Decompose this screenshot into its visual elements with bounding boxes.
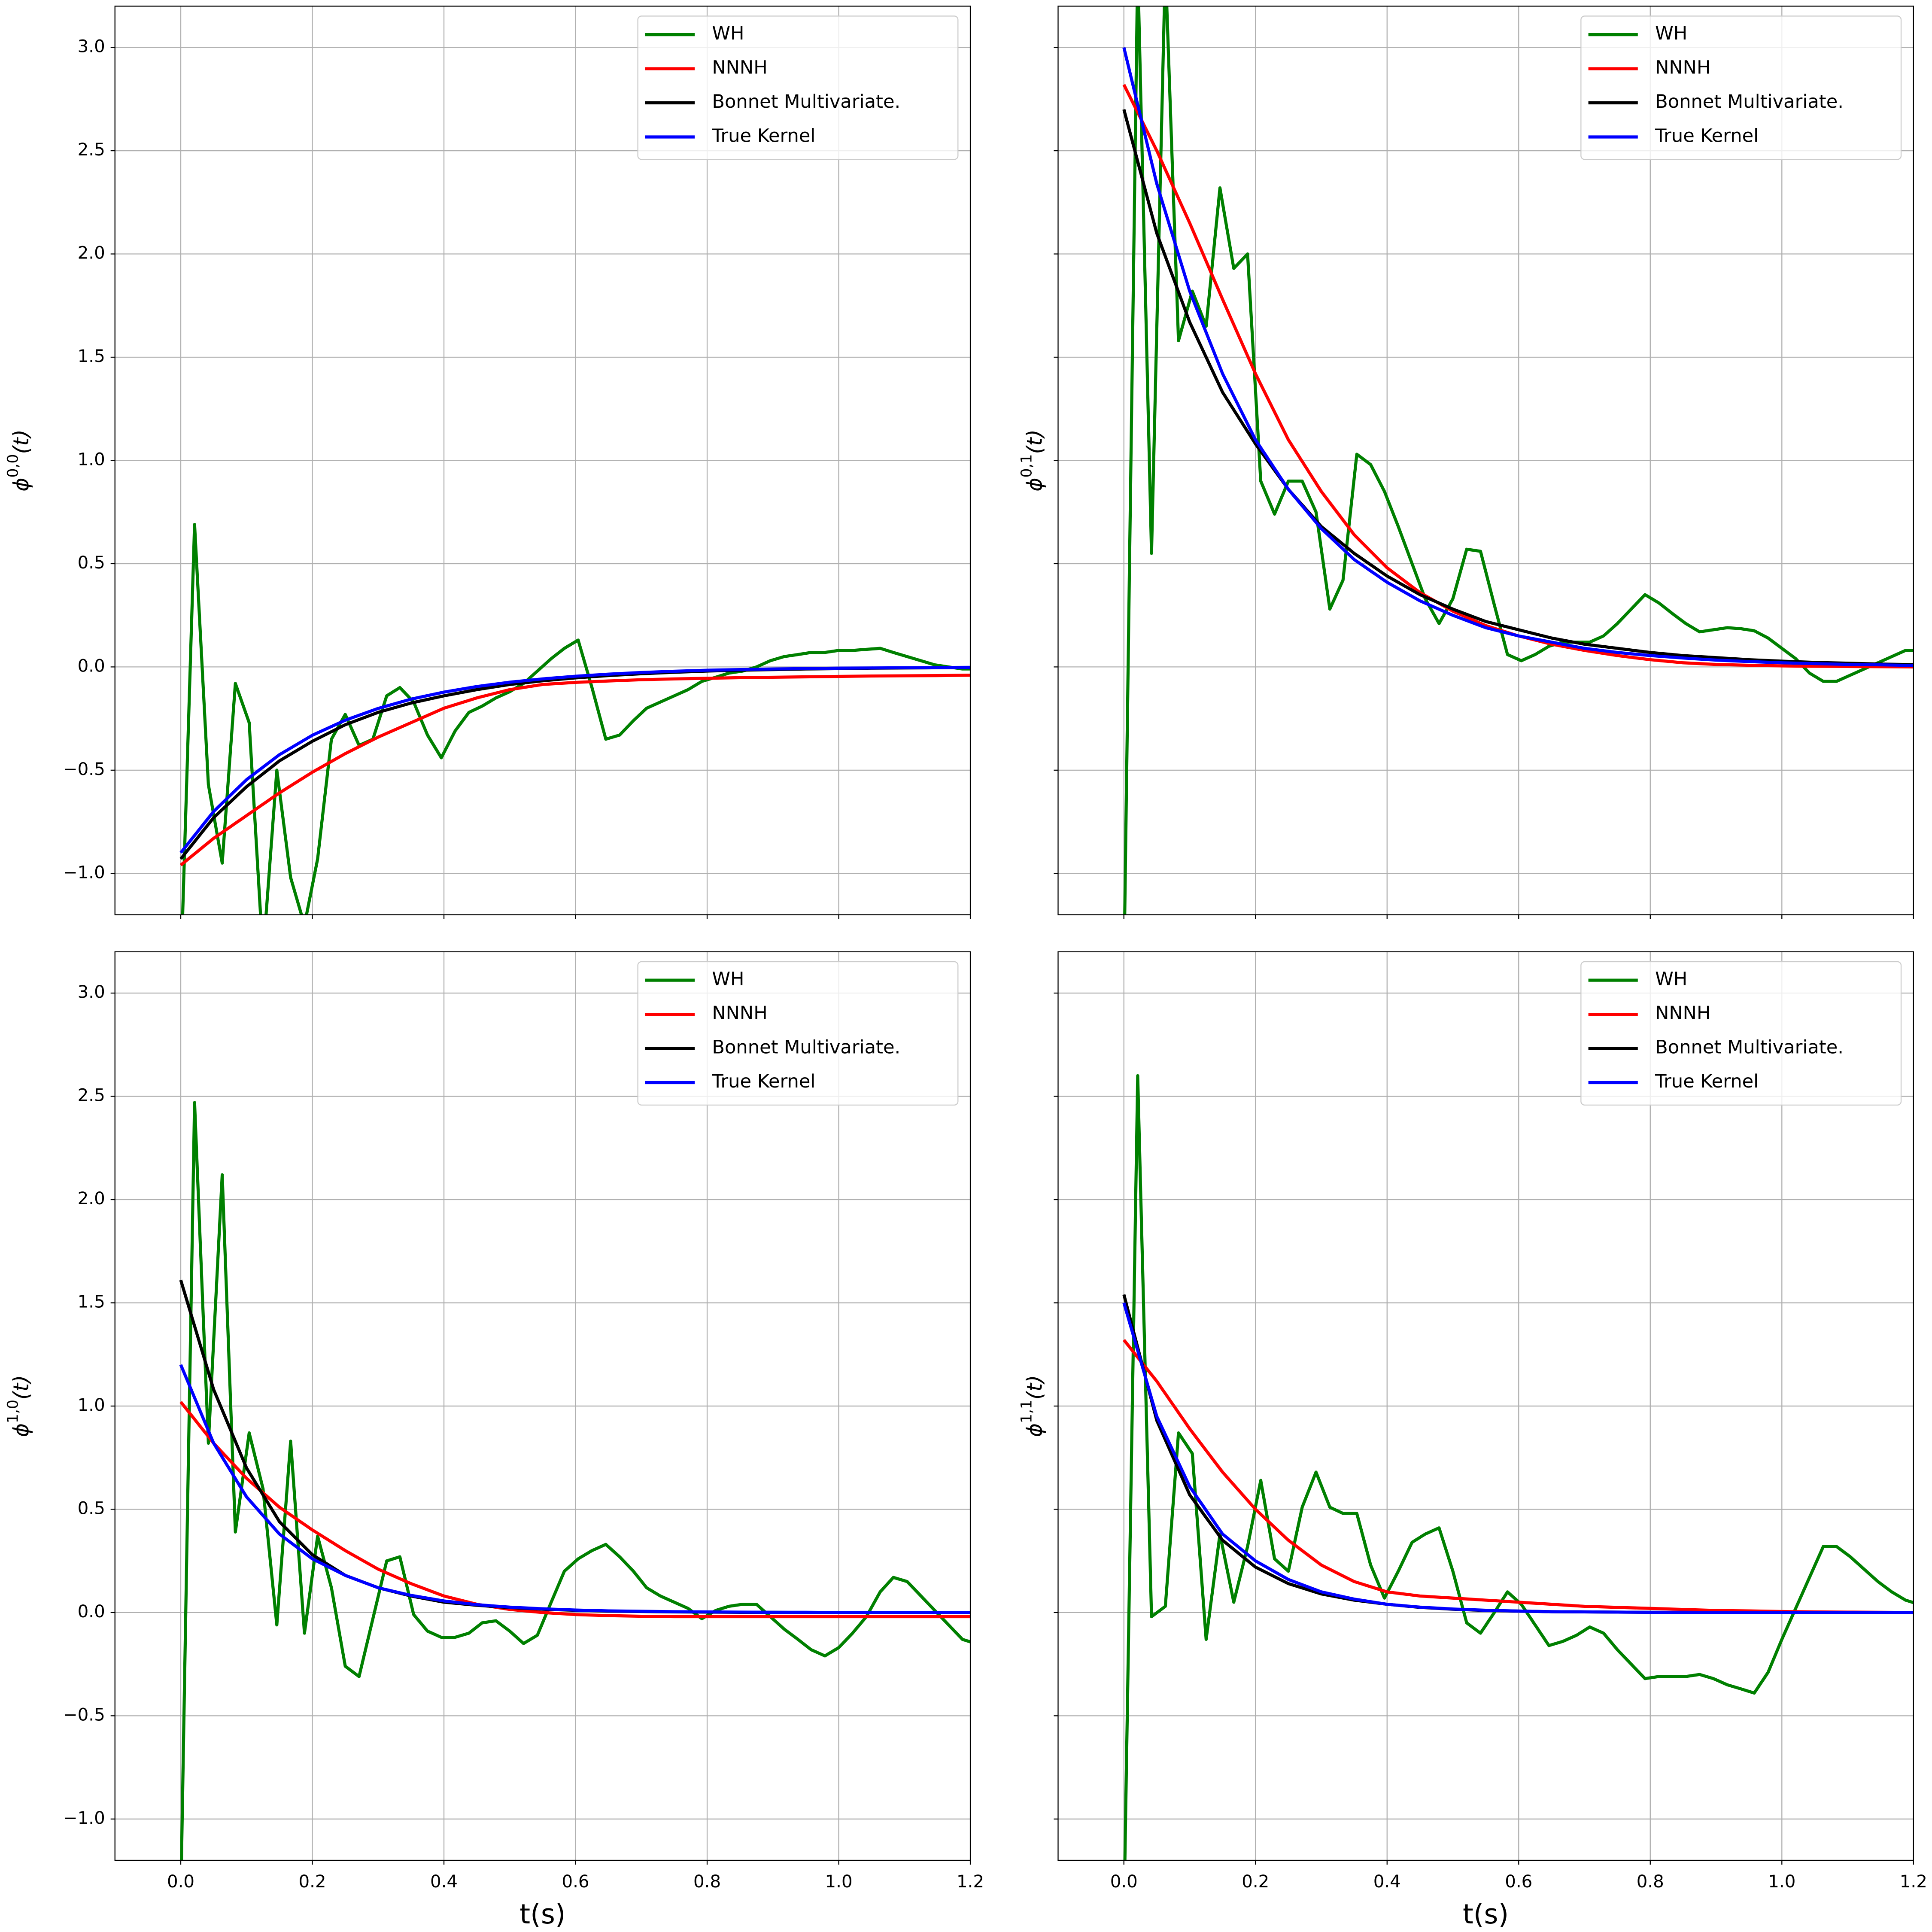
x-tick-label: 1.2	[957, 1871, 984, 1892]
series-line	[179, 1401, 971, 1619]
x-axis-label: t(s)	[519, 1898, 565, 1930]
panel: 0.0 0.2 0.4 0.6 0.8 1.0 1.2 ϕ1,1(t) t(s) WH NNNH Bo…	[1018, 951, 1927, 1930]
y-tick-label: −0.5	[63, 1704, 105, 1725]
y-label-superscript: 1,1	[1018, 1400, 1035, 1423]
legend-label: True Kernel	[1655, 125, 1759, 147]
y-label-superscript: 0,0	[4, 454, 21, 478]
x-tick-label: 1.0	[1768, 1871, 1795, 1892]
x-tick-label: 0.0	[1110, 1871, 1138, 1892]
y-tick-label: −1.0	[63, 862, 105, 882]
x-tick-label: 1.2	[1900, 1871, 1927, 1892]
legend-label: Bonnet Multivariate.	[712, 91, 900, 112]
series-line	[1123, 1074, 1914, 1861]
y-tick-label: 0.5	[78, 553, 105, 573]
y-label-argument: (t)	[9, 429, 33, 454]
y-label-symbol: ϕ	[1022, 1423, 1047, 1437]
legend-label: WH	[1655, 23, 1687, 44]
axes-frame	[1057, 6, 1914, 915]
y-tick-label: 3.0	[78, 982, 105, 1002]
axes-frame	[1057, 951, 1914, 1861]
x-tick-label: 0.4	[1373, 1871, 1401, 1892]
y-tick-label: 2.5	[78, 1085, 105, 1106]
legend-label: NNNH	[1655, 1002, 1710, 1024]
series-line	[1122, 47, 1914, 667]
series-line	[180, 1101, 971, 1861]
y-axis-label: ϕ0,1(t)	[1018, 429, 1047, 492]
axes-frame	[114, 951, 971, 1861]
x-tick-label: 0.0	[167, 1871, 194, 1892]
legend-label: Bonnet Multivariate.	[1655, 1037, 1844, 1058]
legend-label: WH	[712, 23, 744, 44]
legend-box	[637, 15, 959, 160]
y-label-superscript: 0,1	[1018, 454, 1035, 478]
y-tick-label: 2.0	[78, 1188, 105, 1209]
y-tick-label: −1.0	[63, 1808, 105, 1828]
legend-label: True Kernel	[711, 125, 815, 147]
legend-box	[1580, 15, 1902, 160]
x-tick-label: 0.6	[1505, 1871, 1532, 1892]
legend-label: NNNH	[712, 1002, 767, 1024]
x-tick-label: 0.2	[1242, 1871, 1269, 1892]
panel: ϕ0,1(t) WH NNNH Bonnet Multivariate. True Ke…	[1018, 6, 1914, 919]
plot-area	[1122, 6, 1914, 915]
legend-label: True Kernel	[1655, 1071, 1759, 1092]
series-line	[181, 522, 971, 915]
legend-label: Bonnet Multivariate.	[712, 1037, 900, 1058]
x-axis-label: t(s)	[1463, 1898, 1509, 1930]
y-tick-label: 1.5	[78, 346, 105, 366]
series-line	[179, 1364, 971, 1614]
y-tick-label: 1.0	[78, 1395, 105, 1415]
x-tick-label: 1.0	[825, 1871, 853, 1892]
series-line	[1123, 6, 1914, 915]
y-tick-label: 0.5	[78, 1498, 105, 1518]
series-line	[179, 674, 971, 866]
legend-label: WH	[712, 969, 744, 990]
series-line	[1122, 1302, 1914, 1614]
x-tick-label: 0.8	[1637, 1871, 1664, 1892]
y-label-symbol: ϕ	[1022, 477, 1047, 491]
y-label-superscript: 1,0	[4, 1400, 21, 1423]
y-tick-label: 0.0	[78, 1601, 105, 1622]
legend-label: NNNH	[712, 57, 767, 79]
legend-label: NNNH	[1655, 57, 1710, 79]
panel: 0.0 0.2 0.4 0.6 0.8 1.0 1.2 −1.0 −0.5 0.0 0.5 1.0 1.…	[4, 951, 984, 1930]
legend-box	[1580, 961, 1902, 1106]
legend-label: True Kernel	[711, 1071, 815, 1092]
y-axis-label: ϕ1,0(t)	[4, 1375, 33, 1437]
legend-label: Bonnet Multivariate.	[1655, 91, 1844, 112]
axes-frame	[114, 6, 971, 915]
x-tick-label: 0.8	[693, 1871, 721, 1892]
y-label-symbol: ϕ	[9, 1423, 33, 1437]
series-line	[179, 665, 971, 854]
plot-area	[1122, 1074, 1914, 1861]
y-tick-label: 3.0	[78, 36, 105, 57]
y-tick-label: 1.0	[78, 449, 105, 469]
plot-area	[179, 1101, 971, 1861]
y-tick-label: 0.0	[78, 656, 105, 676]
legend-box	[637, 961, 959, 1106]
y-axis-label: ϕ1,1(t)	[1018, 1375, 1047, 1437]
y-tick-label: 2.0	[78, 243, 105, 263]
y-label-symbol: ϕ	[9, 477, 33, 491]
y-label-argument: (t)	[9, 1375, 33, 1400]
series-line	[1122, 109, 1914, 666]
y-axis-label: ϕ0,0(t)	[4, 429, 33, 492]
plot-area	[179, 522, 971, 915]
y-label-argument: (t)	[1022, 1375, 1047, 1400]
y-tick-label: 2.5	[78, 140, 105, 160]
panel: −1.0 −0.5 0.0 0.5 1.0 1.5 2.0 2.5 3.0 ϕ0,0(t) WH NN…	[4, 6, 971, 919]
y-label-argument: (t)	[1022, 429, 1047, 454]
x-tick-label: 0.6	[562, 1871, 589, 1892]
x-tick-label: 0.2	[298, 1871, 326, 1892]
y-tick-label: 1.5	[78, 1291, 105, 1312]
y-tick-label: −0.5	[63, 759, 105, 779]
x-tick-label: 0.4	[430, 1871, 458, 1892]
legend-label: WH	[1655, 969, 1687, 990]
